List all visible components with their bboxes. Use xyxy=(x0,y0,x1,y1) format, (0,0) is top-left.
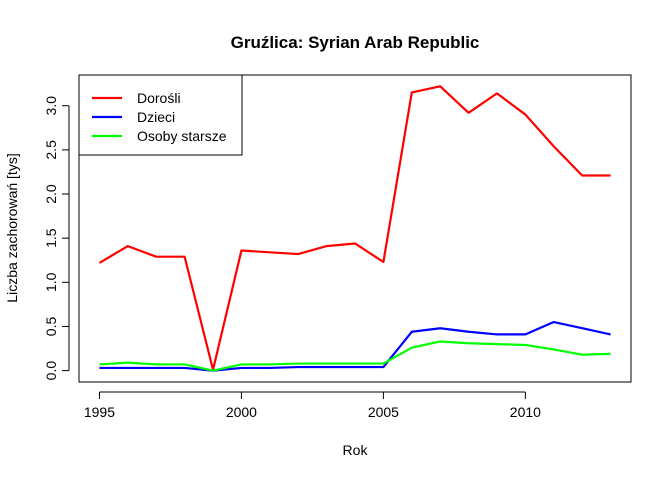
series-line-1 xyxy=(98,85,611,371)
legend-box xyxy=(78,74,243,156)
legend-label: Dzieci xyxy=(137,109,175,125)
y-tick-label: 2.5 xyxy=(43,140,59,160)
chart-title: Gruźlica: Syrian Arab Republic xyxy=(231,33,480,52)
x-tick-label: 2000 xyxy=(226,404,257,420)
legend-label: Dorośli xyxy=(137,90,181,106)
y-tick-label: 0.5 xyxy=(43,317,59,337)
x-axis-label: Rok xyxy=(343,442,369,458)
y-tick-label: 0.0 xyxy=(43,361,59,381)
y-tick-label: 1.0 xyxy=(43,272,59,292)
y-axis-label: Liczba zachorowań [tys] xyxy=(4,153,20,302)
series-line-3 xyxy=(99,340,611,372)
series-layer xyxy=(98,85,611,372)
legend-label: Osoby starsze xyxy=(137,128,227,144)
x-tick-label: 2005 xyxy=(368,404,399,420)
y-tick-label: 3.0 xyxy=(43,96,59,116)
legend: Dorośli Dzieci Osoby starsze xyxy=(78,74,243,156)
series-line-2 xyxy=(99,320,611,372)
x-tick-label: 2010 xyxy=(510,404,541,420)
y-axis: 0.0 0.5 1.0 1.5 2.0 2.5 3.0 xyxy=(43,96,70,381)
y-tick-label: 2.0 xyxy=(43,184,59,204)
x-axis: 1995 2000 2005 2010 xyxy=(84,391,541,420)
y-tick-label: 1.5 xyxy=(43,228,59,248)
x-tick-label: 1995 xyxy=(84,404,115,420)
plot-frame xyxy=(78,74,632,383)
